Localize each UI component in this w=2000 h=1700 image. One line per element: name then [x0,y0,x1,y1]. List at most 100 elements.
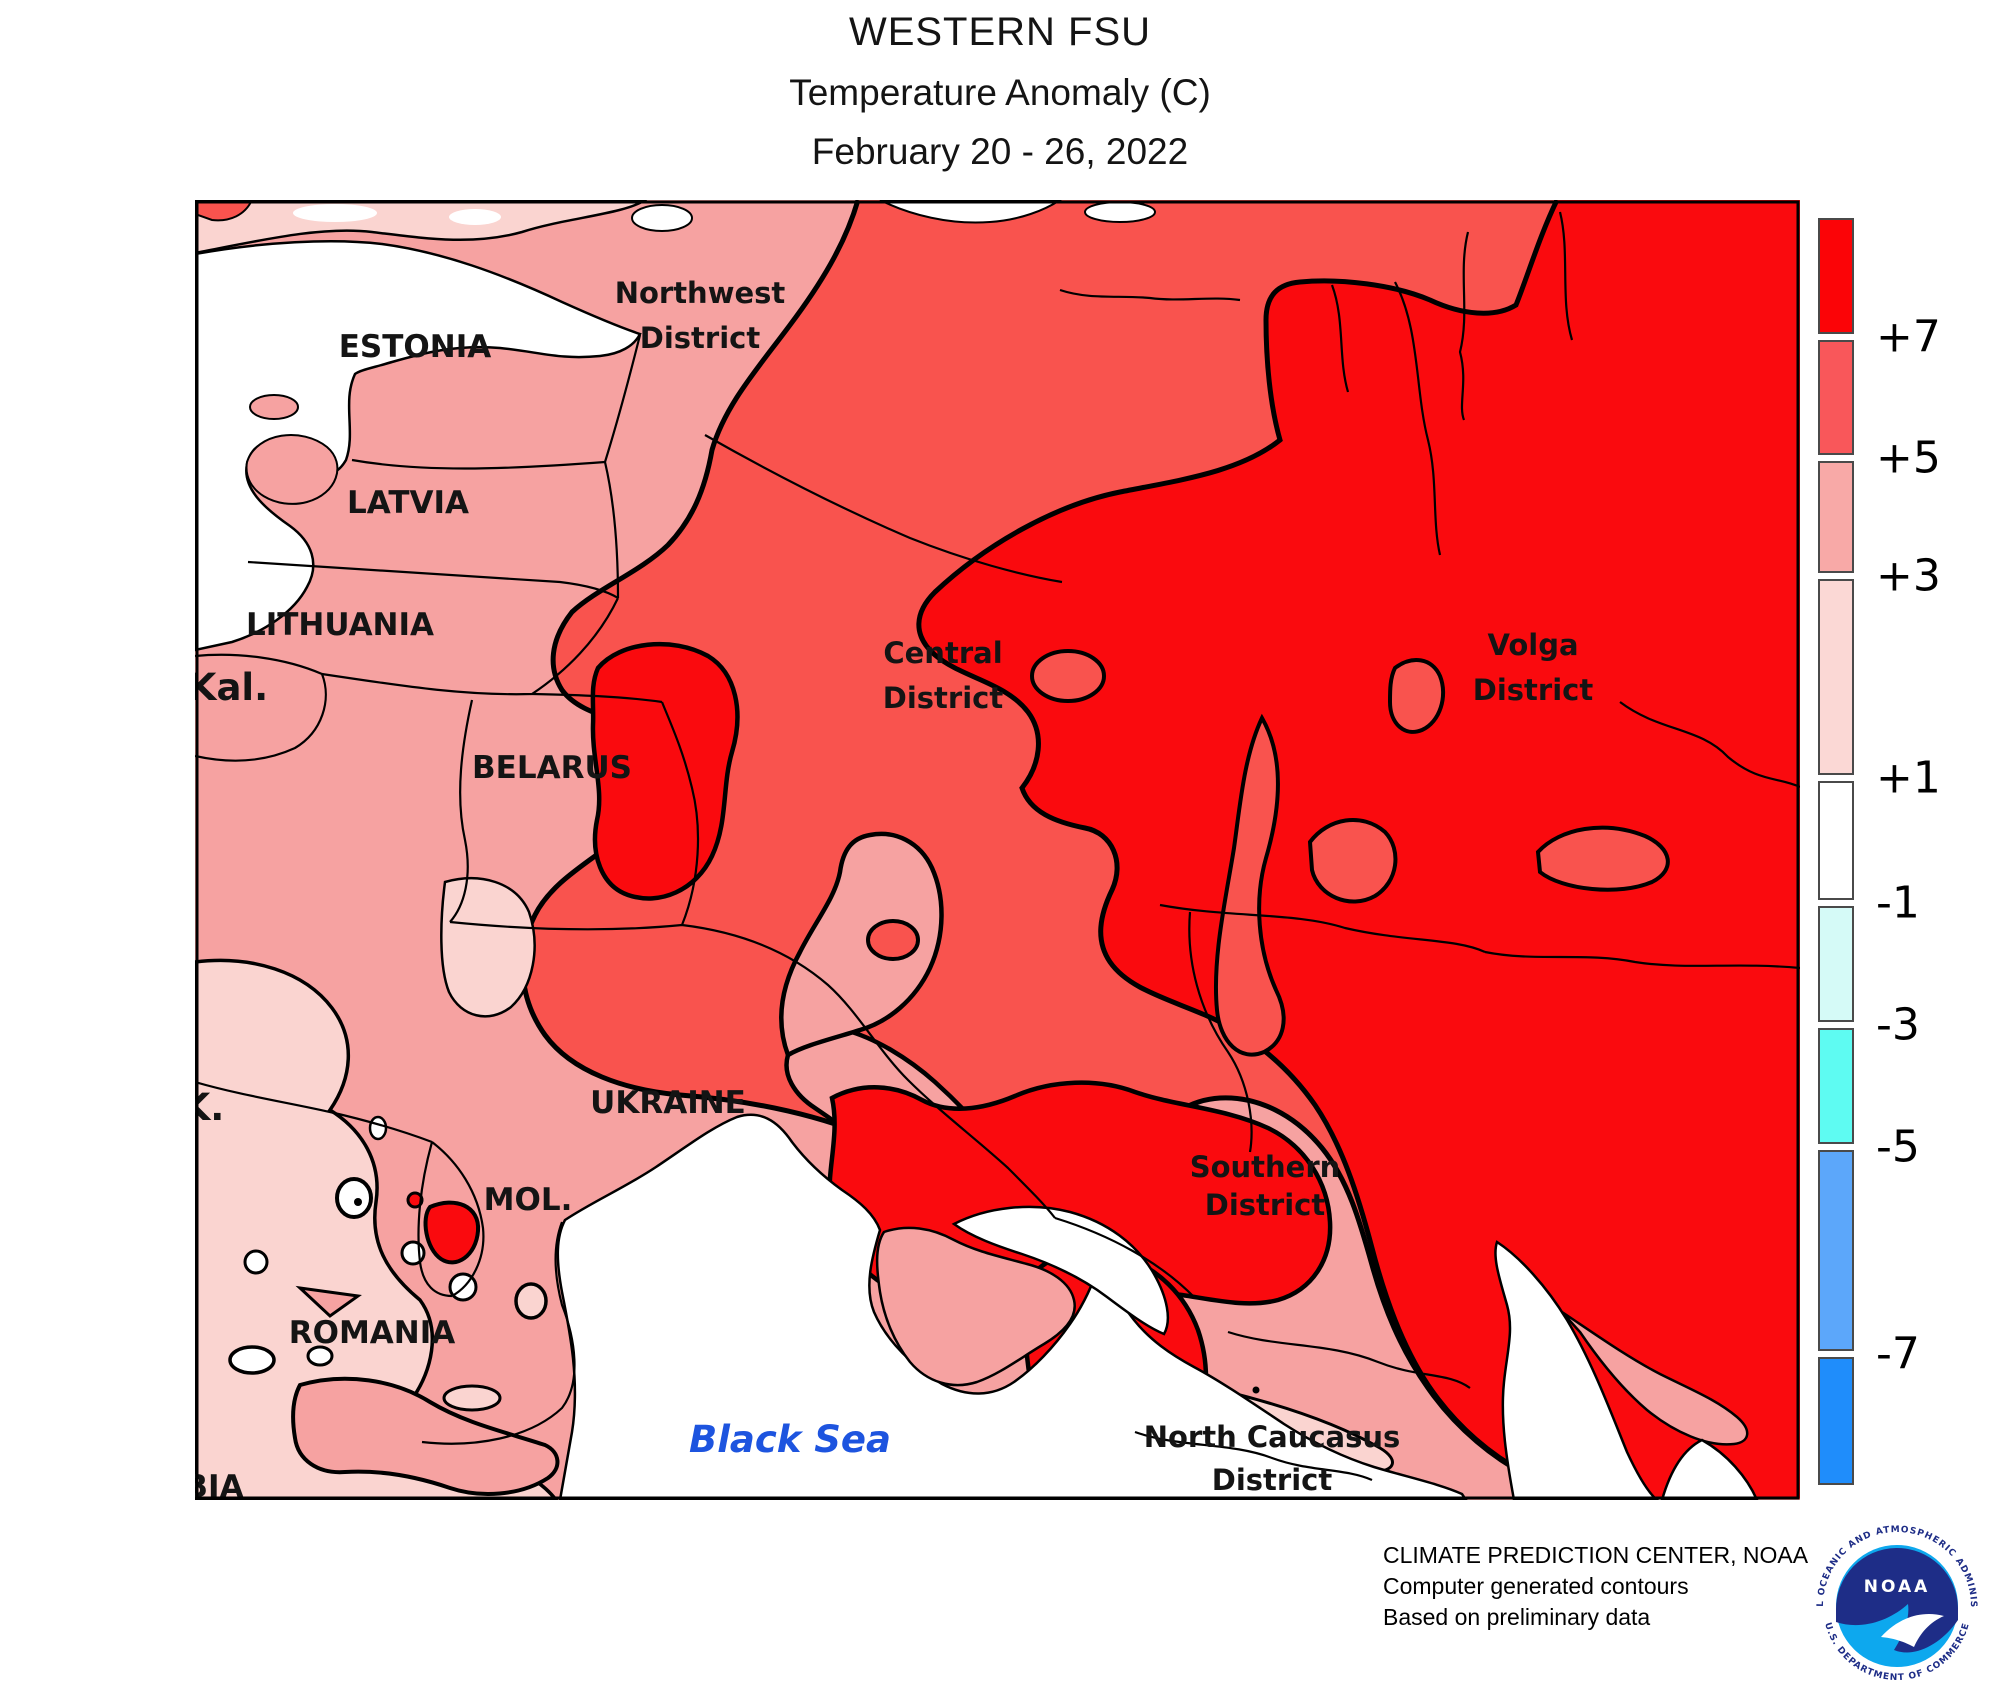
island-medium-4 [1213,713,1286,1057]
map-label-volga-district-2: District [1473,673,1594,707]
sea-gap-1 [293,204,377,222]
map-label-volga-district-1: Volga [1487,628,1578,662]
lake-2 [879,200,1062,224]
legend-segment-0 [1818,218,1854,334]
lake-1 [631,204,693,232]
map-label-southern-district-1: Southern [1190,1150,1341,1184]
credits-line-2: Computer generated contours [1383,1573,1689,1599]
region-plus7-belarus-east [590,641,740,901]
blob-white-3 [306,1345,334,1367]
map-subtitle: Temperature Anomaly (C) [789,72,1211,113]
region-bulgaria-band [291,1376,560,1496]
blob-white-4 [368,1115,388,1141]
anomaly-map: Northwest District ESTONIA LATVIA LITHUANIA K… [195,200,1800,1500]
borders-russia-districts [704,211,1574,584]
credits-block: CLIMATE PREDICTION CENTER, NOAA Computer… [1383,1540,1808,1633]
legend-segment-1 [1818,340,1854,455]
lake-3 [1084,201,1156,223]
map-label-belarus: BELARUS [472,750,632,786]
legend-tick-label--1: -1 [1876,877,1920,929]
blob-pale-west-ukraine [440,877,536,1018]
island-medium-3 [1030,649,1106,703]
noaa-logo: NOAA NATIONAL OCEANIC AND ATMOSPHERIC AD… [1805,1514,1989,1698]
legend-segment-5 [1818,906,1854,1022]
legend-segment-3 [1818,579,1854,775]
map-label-estonia: ESTONIA [339,329,491,365]
credits-line-1: CLIMATE PREDICTION CENTER, NOAA [1383,1542,1809,1568]
blob-pale-moldova [514,1282,548,1320]
legend-segment-7 [1818,1150,1854,1351]
legend-tick-label-+1: +1 [1876,752,1941,804]
blob-white-1 [243,1249,269,1275]
map-label-k-edge: K. [195,1086,224,1129]
map-label-central-district-1: Central [883,636,1002,670]
legend-tick-label--5: -5 [1876,1121,1920,1173]
anomaly-map-svg: Northwest District ESTONIA LATVIA LITHUANIA K… [195,200,1800,1500]
legend-segment-8 [1818,1357,1854,1485]
legend-segment-4 [1818,781,1854,900]
blob-white-2 [228,1345,276,1375]
sea-azov [951,1205,1170,1336]
noaa-logo-wordmark: NOAA [1864,1577,1931,1597]
sea-baltic [195,240,642,652]
borders-belarus-ukraine [449,692,1056,1219]
map-border [195,200,1800,1500]
region-salmon-bulb [779,831,944,1059]
map-label-northwest-district-1: Northwest [615,276,786,310]
sea-black [556,1113,1468,1500]
island-saaremaa [245,434,339,505]
island-medium-2 [1535,825,1670,892]
map-label-central-district-2: District [883,681,1004,715]
island-hiiumaa [249,394,299,420]
noaa-seagull-icon [1881,1614,1944,1647]
blob-red-small [406,1191,424,1209]
map-label-black-sea: Black Sea [689,1418,891,1461]
color-scale-legend: +7 +5 +3 +1 -1 -3 -5 -7 [1818,218,1998,1508]
legend-tick-label-+7: +7 [1876,311,1941,363]
map-title: WESTERN FSU [848,10,1152,54]
station-dot [1252,1386,1260,1394]
borders-volga-south [1159,701,1800,1153]
sea-caspian [1494,1240,1659,1500]
blob-red-moldova [423,1200,481,1265]
map-label-layer: Northwest District ESTONIA LATVIA LITHUANIA K… [195,276,1593,1500]
legend-tick-label-+5: +5 [1876,432,1941,484]
map-label-ukraine: UKRAINE [590,1085,746,1121]
peninsula-caspian [1561,1310,1749,1446]
legend-tick-label--3: -3 [1876,999,1920,1051]
map-label-serbia-edge: BIA [195,1469,244,1500]
sea-gap-2 [449,209,501,225]
peninsula-crimea [875,1226,1076,1387]
contour-eye-hole [866,919,920,961]
map-label-latvia: LATVIA [347,485,469,521]
map-label-north-caucasus-district-1: North Caucasus [1144,1420,1401,1454]
map-label-southern-district-2: District [1205,1188,1326,1222]
legend-segment-6 [1818,1028,1854,1144]
credits-line-3: Based on preliminary data [1383,1604,1651,1630]
legend-tick-label-+3: +3 [1876,550,1941,602]
blob-eye-dot [354,1198,362,1206]
contour-plus7 [916,200,1641,1500]
map-label-romania: ROMANIA [289,1315,456,1351]
legend-segment-2 [1818,461,1854,573]
blob-salmon-wedge [295,1285,362,1318]
map-label-moldova: MOL. [484,1182,573,1218]
borders-moldova-romania [195,1080,576,1445]
region-pale-pocket [442,1384,502,1412]
sea-caspian-east [1660,1438,1759,1500]
borders-baltics [195,334,642,762]
legend-tick-label--7: -7 [1876,1328,1920,1380]
contour-plus5 [520,200,1646,1500]
map-label-lithuania: LITHUANIA [246,607,434,643]
island-medium-1 [1307,817,1398,904]
noaa-logo-svg: NOAA NATIONAL OCEANIC AND ATMOSPHERIC AD… [1816,1525,1977,1683]
map-art: Northwest District ESTONIA LATVIA LITHUANIA K… [195,200,1800,1500]
map-label-kaliningrad: Kal. [195,666,268,709]
borders-caucasus [1054,1216,1471,1482]
map-label-north-caucasus-district-2: District [1212,1463,1333,1497]
map-label-northwest-district-2: District [640,321,761,355]
island-medium-5 [1387,658,1446,734]
map-date-range: February 20 - 26, 2022 [811,131,1189,172]
blob-white-eye [335,1177,373,1219]
